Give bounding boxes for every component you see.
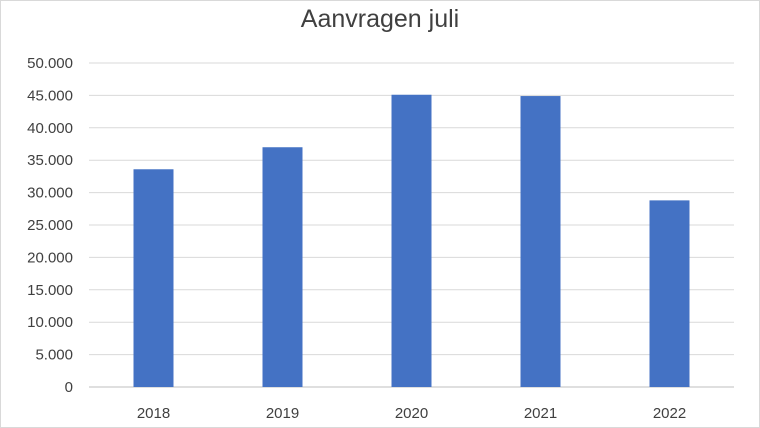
bar-2022 (649, 200, 690, 387)
y-tick-label: 25.000 (27, 217, 73, 234)
y-tick-label: 50.000 (27, 55, 73, 72)
bar-2018 (133, 169, 174, 387)
y-tick-label: 10.000 (27, 314, 73, 331)
x-tick-label: 2022 (653, 405, 686, 422)
y-tick-label: 35.000 (27, 152, 73, 169)
chart-title: Aanvragen juli (300, 5, 460, 33)
bar-2021 (520, 96, 561, 387)
y-tick-label: 40.000 (27, 120, 73, 137)
x-tick-label: 2020 (395, 405, 428, 422)
bar-2020 (391, 94, 432, 387)
y-tick-label: 30.000 (27, 185, 73, 202)
bar-2019 (262, 147, 303, 387)
y-tick-label: 20.000 (27, 249, 73, 266)
y-tick-label: 15.000 (27, 282, 73, 299)
y-tick-label: 0 (65, 379, 73, 396)
x-tick-label: 2018 (137, 405, 170, 422)
y-tick-label: 5.000 (35, 347, 73, 364)
x-tick-label: 2019 (266, 405, 299, 422)
y-tick-label: 45.000 (27, 87, 73, 104)
x-tick-label: 2021 (524, 405, 557, 422)
